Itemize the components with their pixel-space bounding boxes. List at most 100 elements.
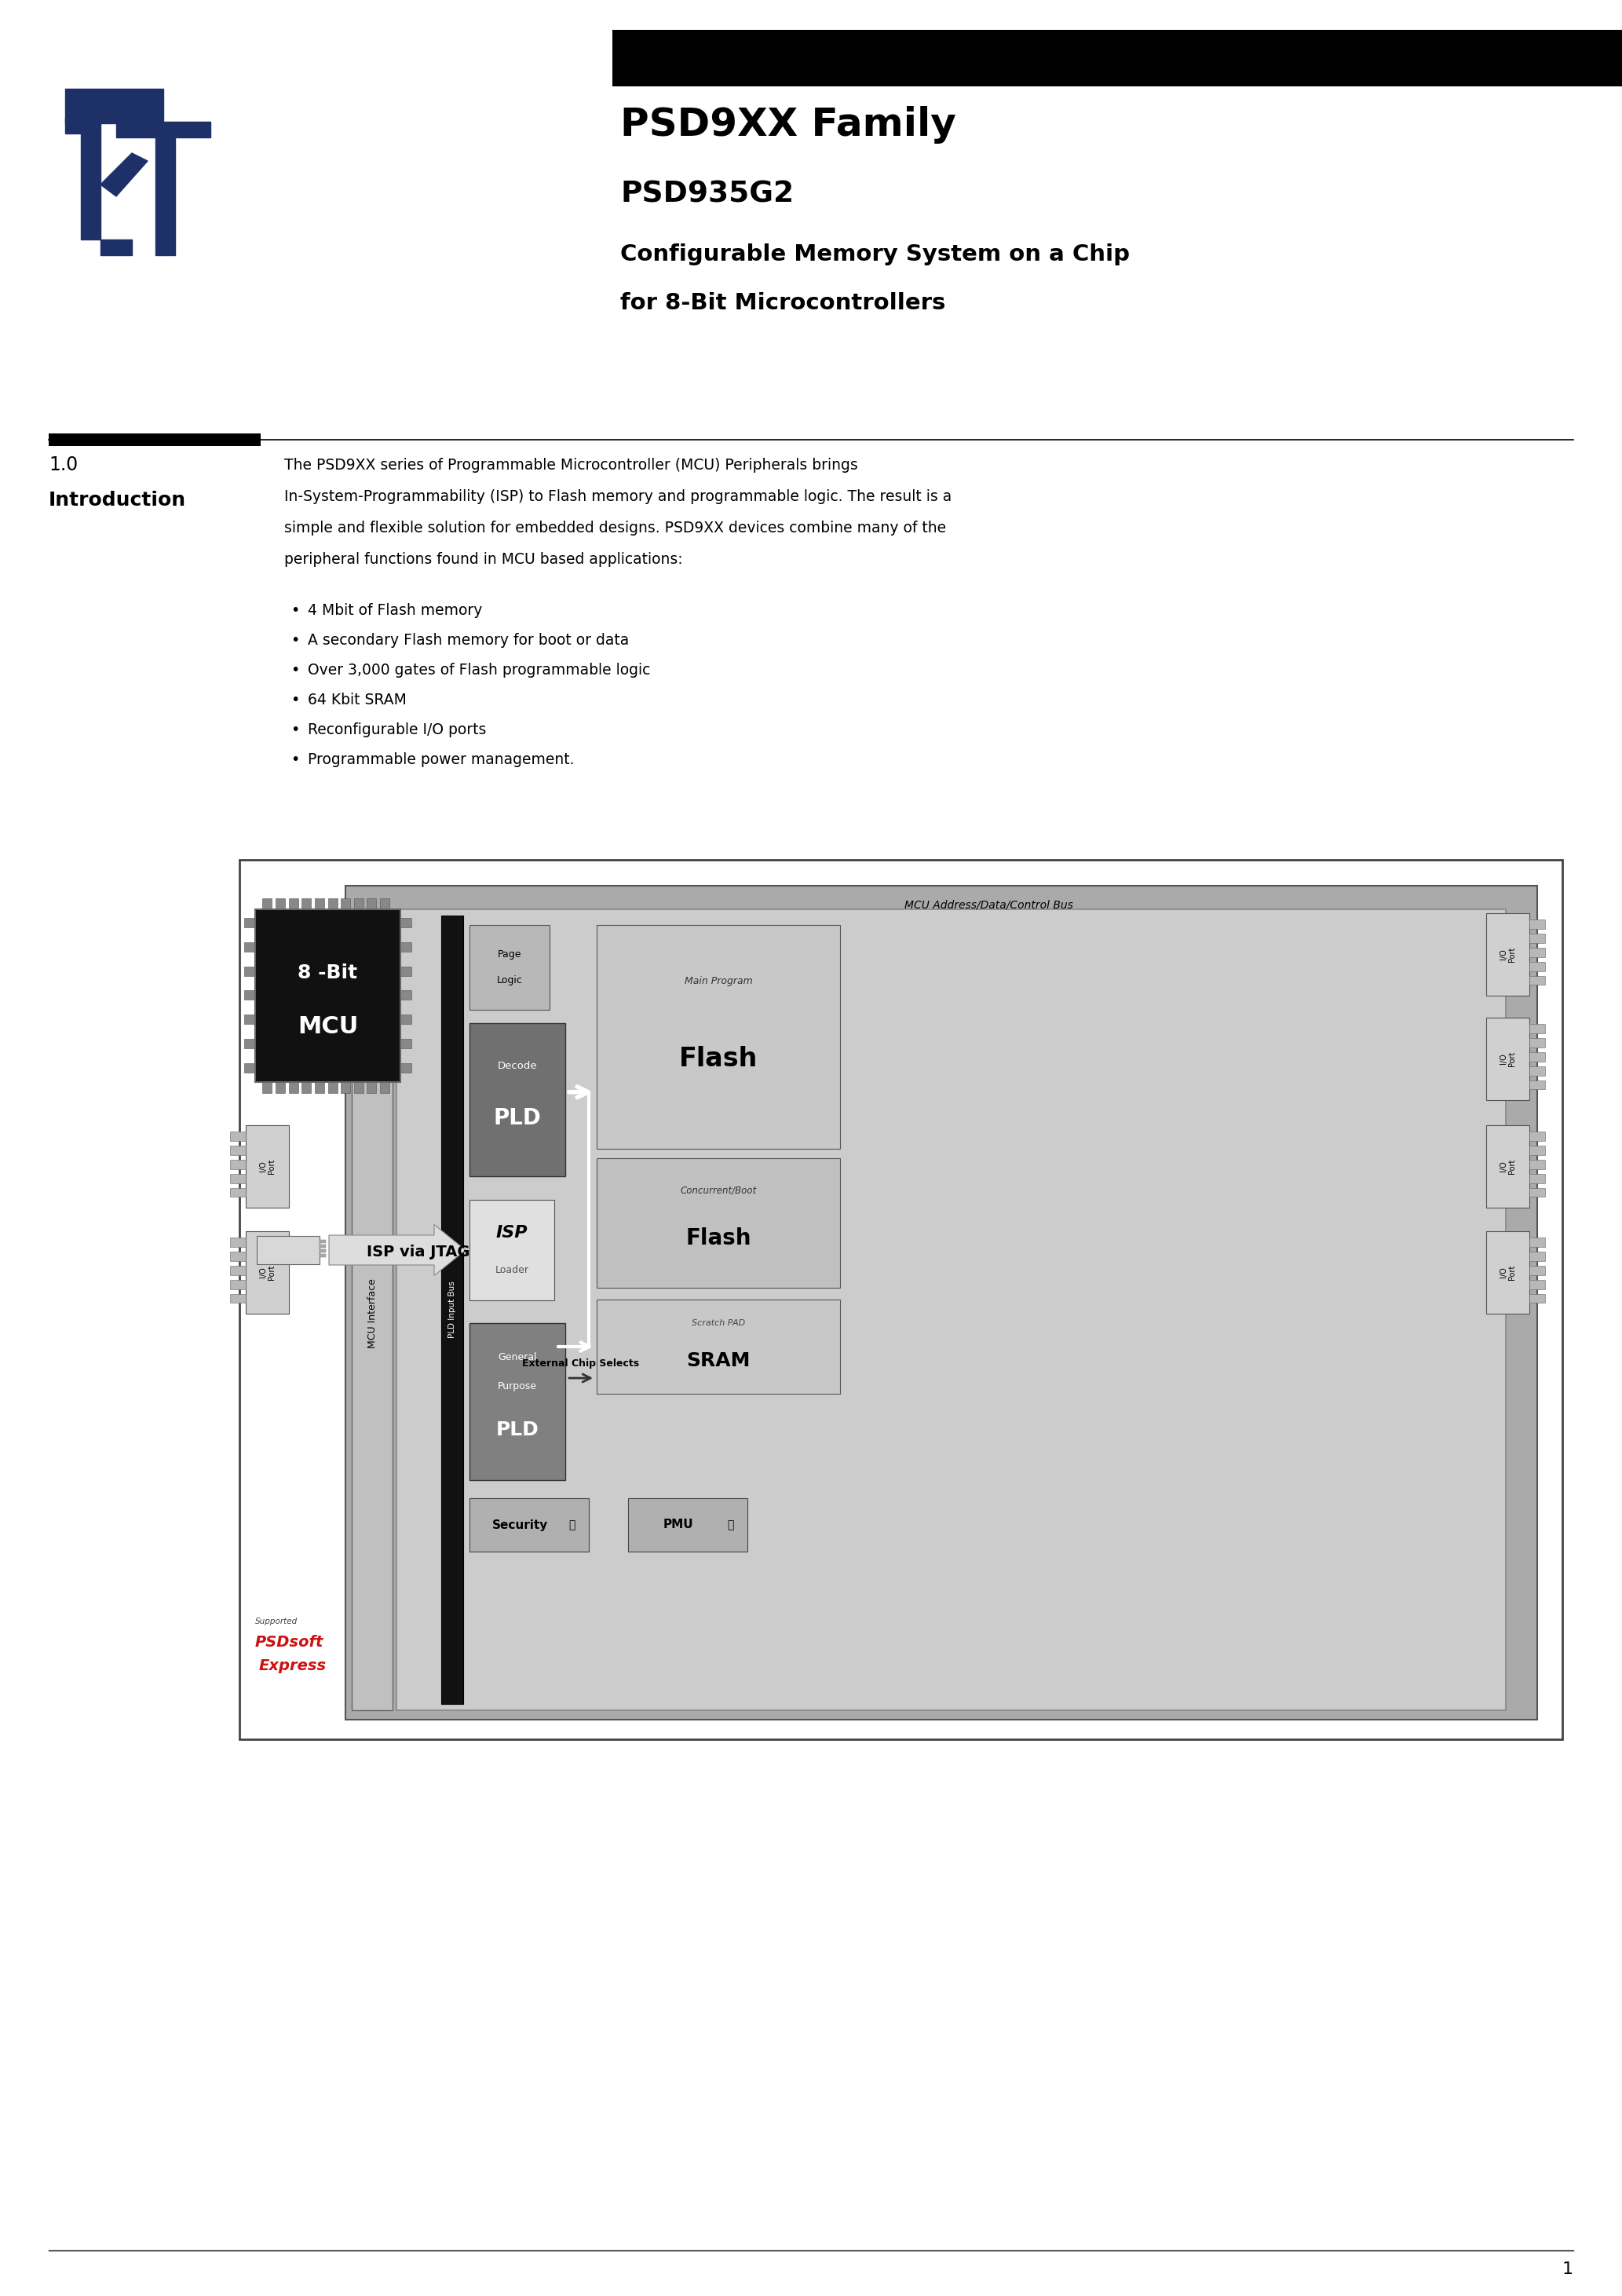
Text: for 8-Bit Microcontrollers: for 8-Bit Microcontrollers xyxy=(620,292,946,315)
Bar xyxy=(628,1499,748,1552)
Text: 🧴: 🧴 xyxy=(727,1520,733,1531)
Bar xyxy=(245,967,255,976)
Bar xyxy=(276,898,285,909)
Text: I/O
Port: I/O Port xyxy=(1499,946,1517,962)
Text: 1: 1 xyxy=(1562,2262,1573,2278)
Text: •: • xyxy=(290,634,300,647)
Text: MCU Interface: MCU Interface xyxy=(367,1279,378,1348)
Bar xyxy=(1530,1146,1546,1155)
Text: Flash: Flash xyxy=(686,1228,751,1249)
Text: 64 Kbit SRAM: 64 Kbit SRAM xyxy=(308,693,407,707)
Bar xyxy=(401,941,412,951)
Text: Flash: Flash xyxy=(680,1047,757,1072)
Bar xyxy=(1530,1081,1546,1088)
Bar xyxy=(263,1081,272,1093)
Bar xyxy=(469,925,550,1010)
Text: peripheral functions found in MCU based applications:: peripheral functions found in MCU based … xyxy=(284,551,683,567)
Text: The PSD9XX series of Programmable Microcontroller (MCU) Peripherals brings: The PSD9XX series of Programmable Microc… xyxy=(284,457,858,473)
Text: 🔒: 🔒 xyxy=(568,1520,574,1531)
Bar xyxy=(1530,1187,1546,1196)
Bar xyxy=(469,1024,564,1176)
Text: Concurrent/Boot: Concurrent/Boot xyxy=(680,1185,756,1196)
Polygon shape xyxy=(65,117,131,255)
Bar xyxy=(256,1235,320,1265)
Text: Decode: Decode xyxy=(498,1061,537,1072)
Text: PMU: PMU xyxy=(663,1520,694,1531)
Text: MCU: MCU xyxy=(297,1015,358,1038)
Bar xyxy=(289,1081,298,1093)
Bar xyxy=(320,1244,326,1247)
Bar xyxy=(230,1132,247,1141)
Polygon shape xyxy=(65,90,164,124)
Bar xyxy=(230,1279,247,1288)
Text: 4 Mbit of Flash memory: 4 Mbit of Flash memory xyxy=(308,604,482,618)
Bar xyxy=(401,1015,412,1024)
Text: I/O
Port: I/O Port xyxy=(260,1265,276,1281)
Bar xyxy=(352,916,393,1711)
Text: I/O
Port: I/O Port xyxy=(260,1159,276,1173)
Bar xyxy=(441,916,464,1704)
Text: In-System-Programmability (ISP) to Flash memory and programmable logic. The resu: In-System-Programmability (ISP) to Flash… xyxy=(284,489,952,505)
Bar xyxy=(320,1249,326,1251)
Bar xyxy=(49,434,261,445)
Bar xyxy=(1530,962,1546,971)
Text: I/O
Port: I/O Port xyxy=(1499,1159,1517,1173)
Text: Page: Page xyxy=(498,951,522,960)
Bar xyxy=(401,918,412,928)
Text: Reconfigurable I/O ports: Reconfigurable I/O ports xyxy=(308,723,487,737)
Text: Purpose: Purpose xyxy=(498,1380,537,1391)
Bar xyxy=(380,898,389,909)
Text: External Chip Selects: External Chip Selects xyxy=(522,1359,639,1368)
Bar xyxy=(230,1159,247,1169)
Bar xyxy=(380,1081,389,1093)
Text: simple and flexible solution for embedded designs. PSD9XX devices combine many o: simple and flexible solution for embedde… xyxy=(284,521,946,535)
Bar xyxy=(245,1015,255,1024)
Bar xyxy=(320,1254,326,1258)
Bar xyxy=(230,1265,247,1274)
Bar xyxy=(1530,1038,1546,1047)
Bar xyxy=(597,925,840,1148)
Bar xyxy=(597,1157,840,1288)
Text: 8 -Bit: 8 -Bit xyxy=(298,964,358,983)
Bar xyxy=(1530,1279,1546,1288)
Text: •: • xyxy=(290,723,300,737)
Bar xyxy=(315,898,324,909)
Bar xyxy=(230,1173,247,1182)
Bar xyxy=(240,859,1562,1740)
Text: ISP: ISP xyxy=(496,1226,527,1240)
Text: SRAM: SRAM xyxy=(686,1352,751,1371)
Bar xyxy=(302,1081,311,1093)
Bar xyxy=(245,918,255,928)
Bar xyxy=(469,1322,564,1481)
Bar xyxy=(302,898,311,909)
Text: •: • xyxy=(290,604,300,618)
Text: Introduction: Introduction xyxy=(49,491,187,510)
Bar xyxy=(328,898,337,909)
Text: PLD Input Bus: PLD Input Bus xyxy=(448,1281,456,1339)
Bar xyxy=(289,898,298,909)
Text: Express: Express xyxy=(260,1658,326,1674)
Bar xyxy=(1530,1024,1546,1033)
Bar xyxy=(1530,934,1546,944)
Bar xyxy=(1486,914,1530,996)
Bar xyxy=(1486,1125,1530,1208)
Text: Logic: Logic xyxy=(496,976,522,985)
Bar xyxy=(245,990,255,999)
Text: PSD9XX Family: PSD9XX Family xyxy=(620,106,955,145)
Bar xyxy=(401,967,412,976)
Bar xyxy=(255,909,401,1081)
Text: PLD: PLD xyxy=(493,1107,542,1130)
Bar xyxy=(1530,1251,1546,1261)
Bar xyxy=(328,1081,337,1093)
Bar xyxy=(354,1081,363,1093)
Bar xyxy=(345,886,1538,1720)
Bar xyxy=(1530,921,1546,930)
Bar xyxy=(341,898,350,909)
Bar xyxy=(354,898,363,909)
Text: A secondary Flash memory for boot or data: A secondary Flash memory for boot or dat… xyxy=(308,634,629,647)
Text: Over 3,000 gates of Flash programmable logic: Over 3,000 gates of Flash programmable l… xyxy=(308,664,650,677)
Bar xyxy=(1530,1295,1546,1302)
Bar xyxy=(367,1081,376,1093)
Text: •: • xyxy=(290,753,300,767)
Bar xyxy=(1530,1159,1546,1169)
